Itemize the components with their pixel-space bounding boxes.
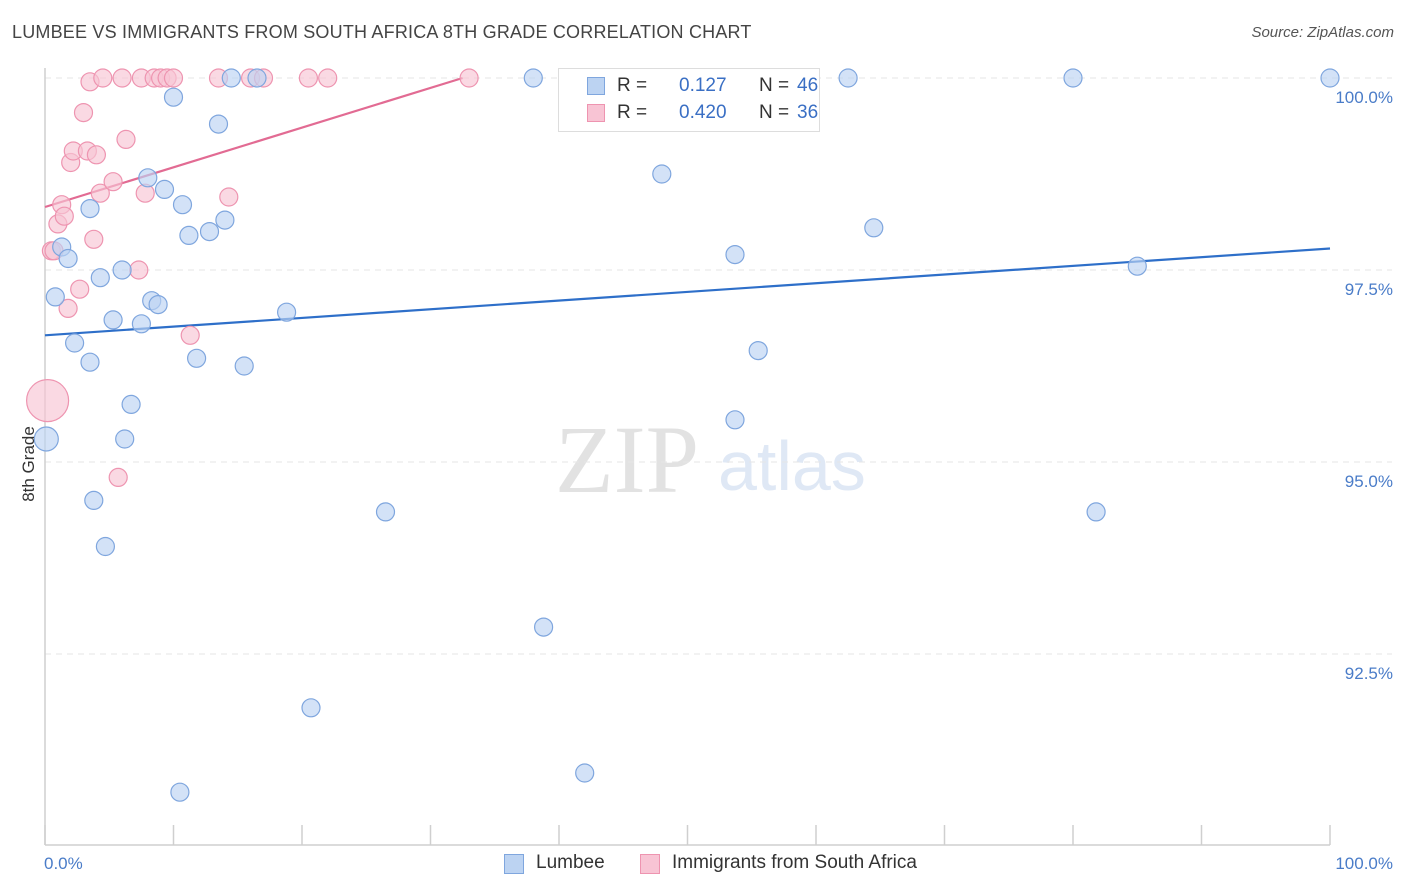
n-label: N =: [759, 75, 790, 96]
y-tick-label: 92.5%: [1345, 664, 1393, 683]
n-value: 36: [797, 102, 819, 123]
lumbee-point: [187, 348, 207, 368]
lumbee-point: [533, 617, 554, 637]
r-value: 0.420: [679, 102, 727, 123]
south-africa-point: [86, 145, 107, 165]
lumbee-point: [131, 314, 151, 334]
axes: [44, 68, 1331, 846]
lumbee-point: [1086, 502, 1106, 522]
lumbee-point: [199, 222, 220, 242]
axis-labels: 8th Grade 92.5% 95.0% 97.5% 100.0% 0.0% 100.0…: [19, 88, 1393, 873]
south-africa-point: [459, 68, 479, 88]
south-africa-legend-label: Immigrants from South Africa: [672, 852, 917, 873]
lumbee-point: [45, 287, 65, 307]
lumbee-point: [1320, 68, 1340, 88]
lumbee-point: [1127, 256, 1147, 276]
lumbee-legend-swatch: [504, 854, 524, 874]
lumbee-point: [234, 356, 254, 376]
lumbee-point: [215, 210, 235, 230]
lumbee-point: [148, 295, 168, 315]
lumbee-point: [80, 352, 100, 372]
lumbee-point: [163, 87, 184, 107]
south-africa-point: [180, 325, 200, 345]
y-tick-label: 95.0%: [1345, 472, 1393, 491]
correlation-legend: R = 0.127 N = 46 R = 0.420 N = 36: [558, 68, 820, 132]
south-africa-point: [84, 229, 104, 249]
lumbee-point: [80, 199, 100, 219]
x-tick-label: 100.0%: [1335, 854, 1393, 873]
south-africa-point: [116, 129, 136, 149]
lumbee-point: [208, 114, 229, 134]
south-africa-point: [73, 102, 94, 123]
lumbee-point: [84, 490, 104, 510]
south-africa-point: [112, 68, 132, 88]
south-africa-point: [129, 260, 149, 280]
lumbee-point: [301, 698, 321, 718]
chart-title: LUMBEE VS IMMIGRANTS FROM SOUTH AFRICA 8…: [12, 22, 752, 42]
lumbee-point: [277, 302, 297, 322]
south-africa-point: [25, 379, 70, 423]
south-africa-point: [103, 172, 123, 192]
watermark-zip: ZIP: [555, 406, 699, 513]
south-africa-legend-swatch: [640, 854, 660, 874]
lumbee-point: [58, 248, 78, 269]
lumbee-swatch: [587, 77, 605, 95]
south-africa-point: [163, 68, 184, 88]
lumbee-point: [523, 68, 543, 88]
n-value: 46: [797, 75, 819, 96]
n-label: N =: [759, 102, 790, 123]
r-value: 0.127: [679, 75, 727, 96]
south-africa-point: [298, 68, 318, 88]
lumbee-legend-label: Lumbee: [536, 852, 605, 873]
lumbee-point: [103, 310, 123, 330]
x-tick-label: 0.0%: [44, 854, 83, 873]
south-africa-point: [54, 206, 74, 226]
r-label: R =: [617, 75, 648, 96]
lumbee-point: [725, 245, 745, 265]
south-africa-point: [318, 68, 338, 88]
lumbee-point: [95, 536, 116, 557]
lumbee-point: [33, 426, 59, 452]
lumbee-point: [90, 268, 110, 288]
lumbee-point: [121, 394, 141, 414]
lumbee-point: [575, 763, 595, 783]
lumbee-point: [170, 782, 190, 802]
source-label: Source: ZipAtlas.com: [1251, 24, 1394, 41]
lumbee-point: [375, 502, 396, 522]
watermark-atlas: atlas: [718, 427, 866, 505]
y-tick-label: 97.5%: [1345, 280, 1393, 299]
lumbee-point: [115, 429, 135, 449]
south-africa-point: [58, 298, 78, 318]
south-africa-point: [108, 467, 128, 487]
south-africa-point: [93, 68, 113, 88]
lumbee-point: [247, 68, 267, 88]
lumbee-point: [221, 68, 241, 88]
south-africa-point: [219, 187, 239, 207]
lumbee-point: [748, 341, 768, 361]
lumbee-point: [179, 225, 199, 245]
south-africa-point: [90, 183, 110, 203]
lumbee-point: [1063, 68, 1083, 88]
watermark: ZIP atlas: [555, 406, 866, 513]
lumbee-point: [64, 333, 85, 353]
lumbee-point: [864, 218, 884, 238]
lumbee-point: [725, 410, 745, 430]
lumbee-point: [838, 68, 858, 88]
south-africa-point: [70, 279, 90, 299]
lumbee-point: [112, 260, 132, 280]
y-axis-title: 8th Grade: [19, 426, 38, 502]
y-tick-label: 100.0%: [1335, 88, 1393, 107]
data-points: [25, 68, 1340, 802]
lumbee-point: [138, 168, 158, 188]
r-label: R =: [617, 102, 648, 123]
lumbee-trend-line: [44, 247, 1331, 337]
lumbee-point: [154, 179, 175, 199]
lumbee-point: [172, 195, 193, 215]
lumbee-point: [652, 164, 672, 184]
south-africa-swatch: [587, 104, 605, 122]
